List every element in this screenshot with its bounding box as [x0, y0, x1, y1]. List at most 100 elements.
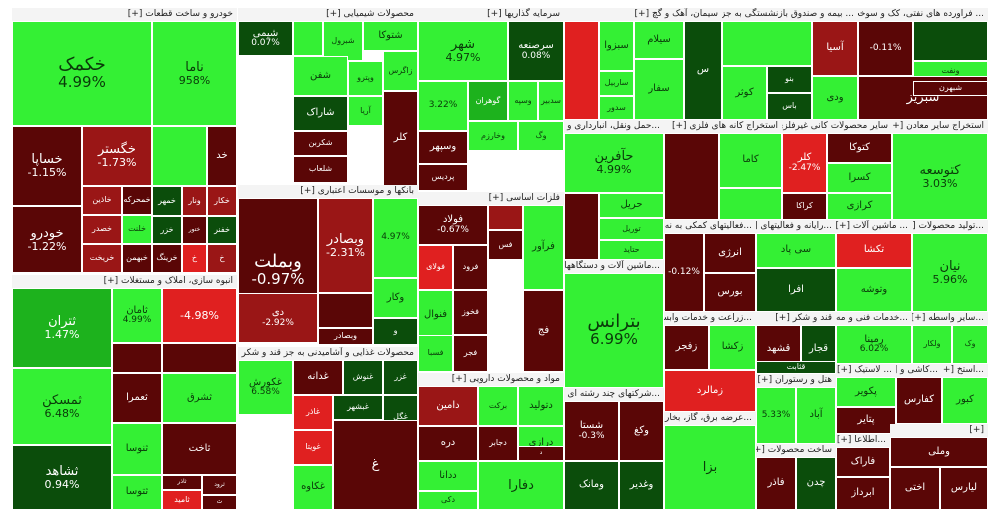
- sector-title[interactable]: خودرو و ساخت قطعات [+]: [12, 8, 237, 22]
- treemap-tile[interactable]: غکاوه: [293, 465, 333, 510]
- treemap-tile[interactable]: خکار: [207, 186, 237, 216]
- treemap-tile[interactable]: باس: [767, 93, 812, 120]
- treemap-tile[interactable]: [913, 21, 988, 61]
- treemap-tile[interactable]: آریا: [348, 96, 383, 126]
- treemap-tile[interactable]: ونار: [182, 186, 207, 216]
- treemap-tile[interactable]: شکربن: [293, 131, 348, 156]
- treemap-tile[interactable]: ومانک: [564, 461, 619, 510]
- treemap-tile[interactable]: وسپه: [508, 81, 538, 121]
- treemap-tile[interactable]: شفن: [293, 56, 348, 96]
- treemap-tile[interactable]: کتوسعه 3.03%: [892, 133, 988, 220]
- treemap-tile[interactable]: خبهمن: [122, 244, 152, 273]
- sector-title[interactable]: ...خدمات فنی و مه [+]: [836, 312, 912, 326]
- treemap-tile[interactable]: نیان 5.96%: [912, 233, 988, 312]
- treemap-tile[interactable]: خد: [207, 126, 237, 186]
- treemap-tile[interactable]: 3.22%: [418, 81, 468, 131]
- treemap-tile[interactable]: فولای: [418, 245, 453, 290]
- treemap-tile[interactable]: سیلام: [634, 21, 684, 59]
- treemap-tile[interactable]: ناما 958%: [152, 21, 237, 126]
- sector-title[interactable]: ... بیمه و صندوق بازنشستگی به جزتامین [+…: [722, 8, 858, 22]
- treemap-tile[interactable]: سدبیر: [538, 81, 564, 121]
- treemap-tile[interactable]: زفجر: [664, 325, 709, 370]
- treemap-tile[interactable]: خ: [207, 244, 237, 273]
- treemap-tile[interactable]: [112, 343, 162, 373]
- sector-title[interactable]: ...زراعت و خدمات وابسته [+]: [664, 312, 756, 326]
- treemap-tile[interactable]: ابرداز: [836, 477, 890, 510]
- treemap-tile[interactable]: فولاد -0.67%: [418, 205, 488, 245]
- treemap-tile[interactable]: وبصادر -2.31%: [318, 198, 373, 293]
- treemap-tile[interactable]: قثابت: [756, 361, 836, 374]
- treemap-tile[interactable]: فرآور: [523, 205, 564, 290]
- treemap-tile[interactable]: حریل: [599, 193, 664, 218]
- treemap-tile[interactable]: فج: [523, 290, 564, 372]
- treemap-tile[interactable]: وخارزم: [468, 121, 518, 151]
- treemap-tile[interactable]: [152, 126, 207, 186]
- treemap-tile[interactable]: شبهرن: [913, 81, 988, 96]
- treemap-tile[interactable]: فجر: [453, 335, 488, 372]
- treemap-tile[interactable]: سدور: [599, 96, 634, 120]
- treemap-tile[interactable]: کبور: [942, 377, 988, 424]
- treemap-tile[interactable]: وسپهر: [418, 131, 468, 164]
- treemap-tile[interactable]: [293, 21, 323, 56]
- treemap-tile[interactable]: گوهران: [468, 81, 508, 121]
- treemap-tile[interactable]: دجابر: [478, 426, 518, 461]
- treemap-tile[interactable]: ثتران 1.47%: [12, 288, 112, 368]
- treemap-tile[interactable]: 4.97%: [373, 198, 418, 278]
- treemap-tile[interactable]: دکی: [418, 491, 478, 510]
- treemap-tile[interactable]: خلنت: [122, 215, 152, 244]
- treemap-tile[interactable]: سفار: [634, 59, 684, 120]
- treemap-tile[interactable]: -4.98%: [162, 288, 237, 343]
- treemap-tile[interactable]: فس: [488, 230, 523, 260]
- treemap-tile[interactable]: زکشا: [709, 325, 756, 370]
- sector-title[interactable]: استخراج کانه های فلزی [+]: [664, 120, 782, 134]
- treemap-tile[interactable]: وپترو: [348, 61, 383, 96]
- treemap-tile[interactable]: برکت: [478, 386, 518, 426]
- treemap-tile[interactable]: کوثر: [722, 66, 767, 120]
- treemap-tile[interactable]: ولکار: [912, 325, 952, 364]
- treemap-tile[interactable]: کتوکا: [827, 133, 892, 163]
- treemap-tile[interactable]: سرصنعه 0.08%: [508, 21, 564, 81]
- treemap-tile[interactable]: حآفرین 4.99%: [564, 133, 664, 193]
- sector-title[interactable]: ... ماشین آلات [+]: [836, 220, 912, 234]
- treemap-tile[interactable]: وتوشه: [836, 268, 912, 312]
- treemap-tile[interactable]: بنو: [767, 66, 812, 93]
- treemap-tile[interactable]: وک: [952, 325, 988, 364]
- treemap-tile[interactable]: توریل: [599, 218, 664, 240]
- treemap-tile[interactable]: 5.33%: [756, 387, 796, 444]
- treemap-tile[interactable]: غکورش 6.58%: [238, 360, 293, 415]
- treemap-tile[interactable]: شستا -0.3%: [564, 401, 619, 461]
- sector-title[interactable]: ... لاستیک [+]: [836, 364, 896, 378]
- treemap-tile[interactable]: خفنر: [207, 216, 237, 244]
- sector-title[interactable]: ...شرکتهای چند رشته ای [+]: [564, 388, 664, 402]
- treemap-tile[interactable]: غاذر: [293, 395, 333, 430]
- treemap-tile[interactable]: ثاذر: [162, 475, 202, 490]
- treemap-tile[interactable]: وگ: [518, 121, 564, 151]
- treemap-tile[interactable]: فرود: [453, 245, 488, 290]
- treemap-tile[interactable]: خرینگ: [152, 244, 182, 273]
- sector-title[interactable]: ...تولید محصولات [+]: [912, 220, 988, 234]
- treemap-tile[interactable]: خریخت: [82, 244, 122, 273]
- treemap-tile[interactable]: کلر -2.47%: [782, 133, 827, 193]
- treemap-tile[interactable]: خ: [182, 244, 207, 273]
- treemap-tile[interactable]: غبشهر: [333, 395, 383, 420]
- treemap-tile[interactable]: کلر: [383, 91, 418, 186]
- treemap-tile[interactable]: حتاید: [599, 240, 664, 260]
- sector-title[interactable]: استخراج سایر معادن [+]: [892, 120, 988, 134]
- treemap-tile[interactable]: ثشرق: [162, 373, 237, 423]
- treemap-tile[interactable]: زمالرد: [664, 370, 756, 412]
- treemap-tile[interactable]: سی پاد: [756, 233, 836, 268]
- treemap-tile[interactable]: غزر: [383, 360, 418, 395]
- treemap-tile[interactable]: خزر: [152, 216, 182, 244]
- sector-title[interactable]: ساخت محصولات [+]: [756, 444, 836, 458]
- treemap-tile[interactable]: خمهر: [152, 186, 182, 216]
- treemap-tile[interactable]: فخوز: [453, 290, 488, 335]
- treemap-tile[interactable]: ثمسکن 6.48%: [12, 368, 112, 445]
- treemap-tile[interactable]: وبصادر: [318, 328, 373, 345]
- treemap-tile[interactable]: [564, 193, 599, 260]
- treemap-tile[interactable]: انرژی: [704, 233, 756, 273]
- sector-title[interactable]: ...رایانه و فعالیتهای [+]: [756, 220, 836, 234]
- treemap-tile[interactable]: دامین: [418, 386, 478, 426]
- treemap-tile[interactable]: فاراک: [836, 447, 890, 477]
- sector-title[interactable]: ...کاشی و [+]: [896, 364, 942, 378]
- treemap-tile[interactable]: دره: [418, 426, 478, 461]
